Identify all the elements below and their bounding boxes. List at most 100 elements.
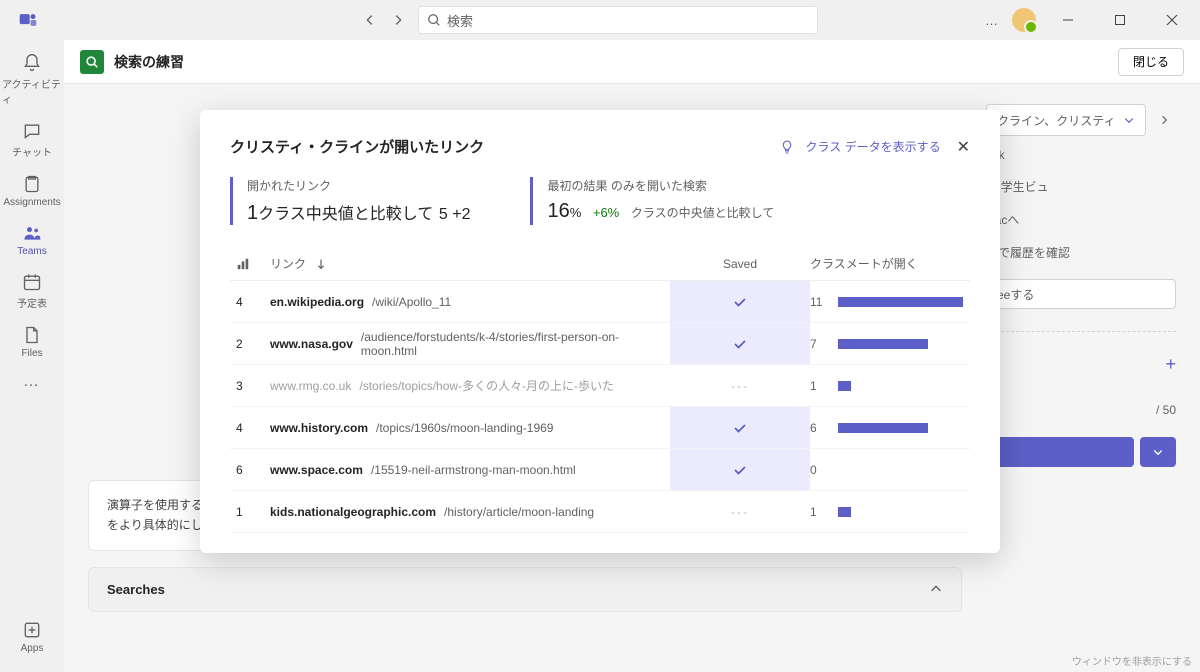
row-classmates: 1 — [810, 379, 970, 393]
divider — [986, 331, 1176, 332]
table-row[interactable]: 1kids.nationalgeographic.com/history/art… — [230, 491, 970, 533]
watermark-text: ウィンドウを非表示にする — [1072, 653, 1192, 668]
row-classmates: 0 — [810, 463, 970, 477]
window-close-button[interactable] — [1152, 4, 1192, 36]
sort-down-icon — [314, 257, 328, 271]
table-row[interactable]: 4en.wikipedia.org/wiki/Apollo_11 11 — [230, 281, 970, 323]
close-tab-button[interactable]: 閉じる — [1118, 48, 1184, 76]
row-link[interactable]: www.nasa.gov/audience/forstudents/k-4/st… — [270, 330, 670, 358]
row-link[interactable]: www.space.com/15519-neil-armstrong-man-m… — [270, 463, 670, 477]
rail-teams[interactable]: Teams — [2, 216, 62, 263]
show-class-data-link[interactable]: クラス データを表示する — [805, 138, 940, 155]
add-icon[interactable]: + — [986, 354, 1176, 375]
rail-assignments[interactable]: Assignments — [2, 167, 62, 214]
side-pill[interactable]: eeする — [986, 279, 1176, 309]
modal-close-button[interactable]: ✕ — [957, 137, 970, 157]
rail-label: Assignments — [3, 197, 60, 208]
chevron-down-icon — [1123, 114, 1135, 126]
stat-opened-links: 開かれたリンク 1クラス中央値と比較して 5 +2 — [230, 177, 470, 225]
student-select[interactable]: クライン、クリスティ — [986, 104, 1146, 136]
app-rail: アクティビティ チャット Assignments Teams 予定表 Files… — [0, 40, 64, 672]
assignments-icon — [21, 173, 43, 195]
side-actions — [986, 437, 1176, 467]
score-count: / 50 — [986, 403, 1176, 417]
titlebar: 検索 … — [0, 0, 1200, 40]
row-count: 4 — [230, 295, 270, 309]
stat-label: 最初の結果 のみを開いた検索 — [547, 177, 774, 194]
teams-logo-icon — [16, 8, 40, 32]
bell-icon — [21, 52, 43, 74]
row-classmates: 7 — [810, 337, 970, 351]
rail-label: アクティビティ — [2, 76, 62, 106]
row-count: 4 — [230, 421, 270, 435]
user-avatar[interactable] — [1012, 8, 1036, 32]
col-link-header[interactable]: リンク — [270, 255, 670, 272]
modal-title: クリスティ・クラインが開いたリンク — [230, 136, 484, 157]
row-saved: --- — [670, 365, 810, 406]
table-row[interactable]: 3www.rmg.co.uk/stories/topics/how-多くの人々-… — [230, 365, 970, 407]
row-classmates: 6 — [810, 421, 970, 435]
chat-icon — [21, 120, 43, 142]
dropdown-action-button[interactable] — [1140, 437, 1176, 467]
apps-icon — [21, 619, 43, 641]
stat-value: 1クラス中央値と比較して 5 +2 — [247, 200, 470, 225]
table-row[interactable]: 4www.history.com/topics/1960s/moon-landi… — [230, 407, 970, 449]
bars-icon — [236, 257, 250, 271]
row-link[interactable]: www.rmg.co.uk/stories/topics/how-多くの人々-月… — [270, 377, 670, 394]
table-row[interactable]: 2www.nasa.gov/audience/forstudents/k-4/s… — [230, 323, 970, 365]
modal-stats: 開かれたリンク 1クラス中央値と比較して 5 +2 最初の結果 のみを開いた検索… — [230, 177, 970, 225]
side-text: in 学生ビュ — [986, 174, 1176, 199]
calendar-icon — [21, 271, 43, 293]
search-coach-icon — [80, 50, 104, 74]
nav-back-button[interactable] — [358, 8, 382, 32]
row-saved — [670, 449, 810, 490]
rail-chat[interactable]: チャット — [2, 114, 62, 165]
col-saved-header[interactable]: Saved — [670, 257, 810, 271]
row-classmates: 11 — [810, 295, 970, 309]
table-body: 4en.wikipedia.org/wiki/Apollo_11112www.n… — [230, 281, 970, 533]
rail-label: Files — [21, 348, 42, 359]
app-bar: 検索の練習 閉じる — [64, 40, 1200, 84]
window-maximize-button[interactable] — [1100, 4, 1140, 36]
row-count: 3 — [230, 379, 270, 393]
more-button[interactable]: … — [985, 13, 1000, 28]
stat-value: 16% +6% クラスの中央値と比較して — [547, 200, 774, 223]
rail-calendar[interactable]: 予定表 — [2, 265, 62, 316]
searches-title: Searches — [107, 582, 165, 597]
searches-card[interactable]: Searches — [88, 567, 962, 612]
col-count-header[interactable] — [230, 257, 270, 271]
window-minimize-button[interactable] — [1048, 4, 1088, 36]
row-saved — [670, 323, 810, 364]
teams-icon — [21, 222, 43, 244]
row-link[interactable]: en.wikipedia.org/wiki/Apollo_11 — [270, 295, 670, 309]
stat-label: 開かれたリンク — [247, 177, 470, 194]
primary-action-button[interactable] — [986, 437, 1134, 467]
more-icon: … — [23, 373, 41, 391]
rail-label: チャット — [12, 144, 52, 159]
search-placeholder: 検索 — [447, 11, 473, 30]
row-link[interactable]: kids.nationalgeographic.com/history/arti… — [270, 505, 670, 519]
search-icon — [427, 13, 441, 27]
row-count: 1 — [230, 505, 270, 519]
nav-history — [358, 8, 410, 32]
nav-forward-button[interactable] — [386, 8, 410, 32]
row-count: 6 — [230, 463, 270, 477]
global-search-input[interactable]: 検索 — [418, 6, 818, 34]
side-text: n で履歴を確認 — [986, 240, 1176, 265]
table-row[interactable]: 6www.space.com/15519-neil-armstrong-man-… — [230, 449, 970, 491]
side-text: ttacへ — [986, 207, 1176, 232]
files-icon — [21, 324, 43, 346]
rail-activity[interactable]: アクティビティ — [2, 46, 62, 112]
row-link[interactable]: www.history.com/topics/1960s/moon-landin… — [270, 421, 670, 435]
links-modal: クリスティ・クラインが開いたリンク クラス データを表示する ✕ 開かれたリンク… — [200, 110, 1000, 553]
rail-more[interactable]: … — [2, 367, 62, 397]
next-student-button[interactable] — [1152, 104, 1176, 136]
rail-label: 予定表 — [17, 295, 47, 310]
rail-label: Teams — [17, 246, 46, 257]
rail-apps[interactable]: Apps — [2, 613, 62, 660]
side-text: ork — [986, 144, 1176, 166]
rail-files[interactable]: Files — [2, 318, 62, 365]
col-classmates-header[interactable]: クラスメートが開く — [810, 255, 970, 272]
lightbulb-icon — [779, 139, 795, 155]
chevron-up-icon — [929, 582, 943, 596]
